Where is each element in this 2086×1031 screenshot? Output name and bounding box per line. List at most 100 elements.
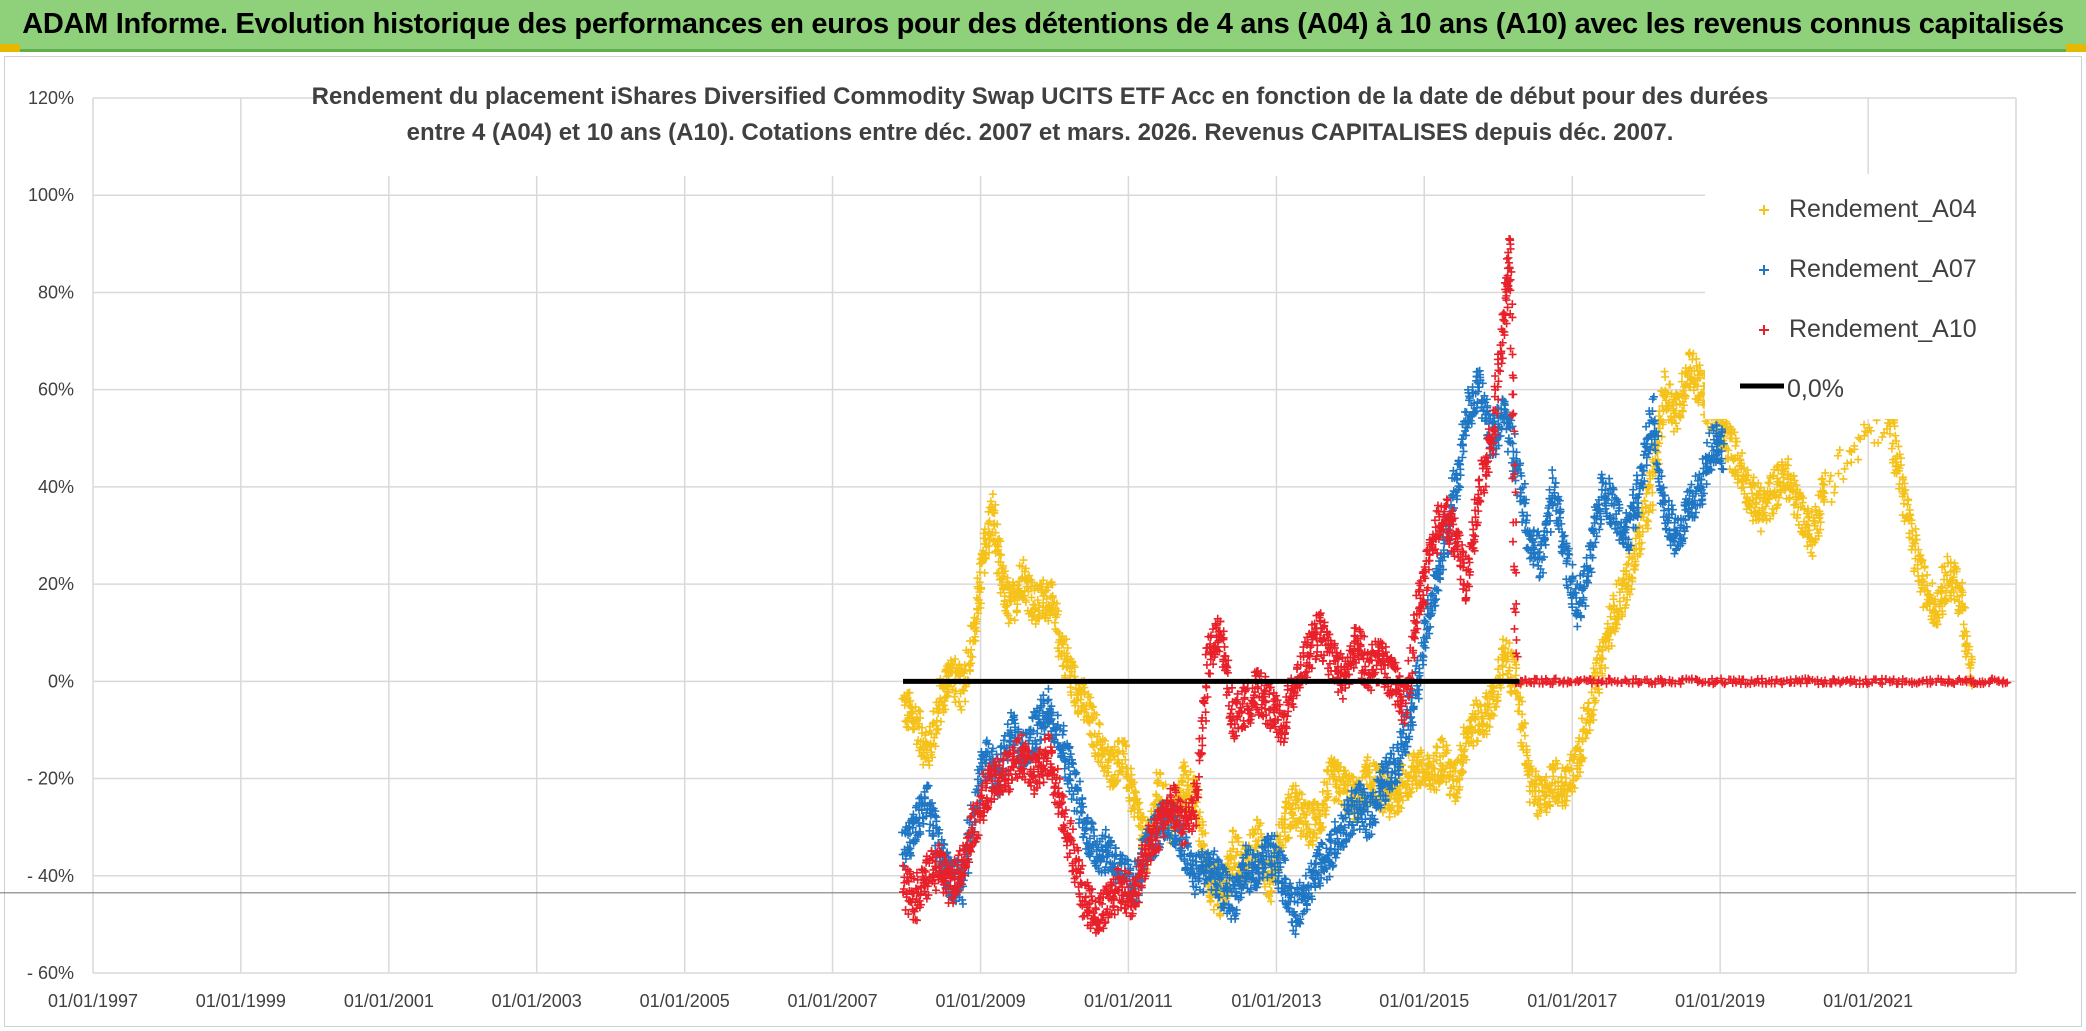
data-point bbox=[1256, 819, 1265, 828]
data-point bbox=[1331, 853, 1340, 862]
data-point bbox=[1331, 780, 1340, 789]
data-point bbox=[1253, 825, 1262, 834]
data-point bbox=[1013, 581, 1022, 590]
data-point bbox=[1731, 441, 1740, 450]
data-point bbox=[936, 694, 945, 703]
data-point bbox=[1234, 833, 1243, 842]
data-point bbox=[1280, 828, 1289, 837]
data-point bbox=[993, 520, 1002, 529]
data-point bbox=[942, 687, 951, 696]
data-point bbox=[1294, 795, 1303, 804]
data-point bbox=[990, 509, 999, 518]
data-point bbox=[999, 561, 1008, 570]
x-tick-label: 01/01/2017 bbox=[1527, 991, 1617, 1011]
data-point bbox=[1030, 605, 1039, 614]
data-point bbox=[1072, 768, 1081, 777]
data-point bbox=[1261, 882, 1270, 891]
data-point bbox=[1520, 731, 1529, 740]
data-point bbox=[1127, 770, 1136, 779]
data-point bbox=[944, 688, 953, 697]
data-point bbox=[1088, 703, 1097, 712]
data-point bbox=[1341, 766, 1350, 775]
data-point bbox=[1039, 576, 1048, 585]
data-point bbox=[1291, 781, 1300, 790]
data-point bbox=[1363, 753, 1372, 762]
data-point bbox=[1019, 556, 1028, 565]
data-point bbox=[946, 656, 955, 665]
data-point bbox=[1315, 819, 1324, 828]
data-point bbox=[1109, 752, 1118, 761]
data-point bbox=[1041, 587, 1050, 596]
data-point bbox=[922, 728, 931, 737]
data-point bbox=[1153, 779, 1162, 788]
data-point bbox=[1407, 787, 1416, 796]
data-point bbox=[1094, 729, 1103, 738]
data-point bbox=[1562, 796, 1571, 805]
data-point bbox=[1297, 790, 1306, 799]
data-point bbox=[1833, 451, 1842, 460]
x-tick-label: 01/01/2007 bbox=[788, 991, 878, 1011]
data-point bbox=[1288, 805, 1297, 814]
data-point bbox=[1317, 838, 1326, 847]
data-point bbox=[1594, 685, 1603, 694]
data-point bbox=[1048, 591, 1057, 600]
data-point bbox=[971, 632, 980, 641]
data-point bbox=[1845, 446, 1854, 455]
data-point bbox=[1134, 821, 1143, 830]
data-point bbox=[1182, 770, 1191, 779]
banner-corner-left bbox=[0, 44, 20, 52]
y-tick-label: 0% bbox=[48, 671, 74, 691]
data-point bbox=[1309, 799, 1318, 808]
data-point bbox=[1385, 812, 1394, 821]
data-point bbox=[1878, 433, 1887, 441]
data-point bbox=[1075, 685, 1084, 694]
data-point bbox=[968, 652, 977, 661]
data-point bbox=[1318, 823, 1327, 832]
data-point bbox=[939, 684, 948, 693]
x-tick-label: 01/01/2009 bbox=[936, 991, 1026, 1011]
data-point bbox=[1756, 527, 1765, 536]
data-point bbox=[1113, 776, 1122, 785]
data-point bbox=[996, 537, 1005, 546]
data-point bbox=[1825, 477, 1834, 486]
x-tick-label: 01/01/2019 bbox=[1675, 991, 1765, 1011]
data-point bbox=[1292, 823, 1301, 832]
data-point bbox=[1116, 766, 1125, 775]
data-point bbox=[1835, 446, 1844, 455]
data-point bbox=[996, 551, 1005, 560]
data-point bbox=[1322, 803, 1331, 812]
data-point bbox=[1229, 844, 1238, 853]
data-point bbox=[1104, 768, 1113, 777]
data-point bbox=[1054, 607, 1063, 616]
data-point bbox=[1008, 578, 1017, 587]
data-point bbox=[1028, 578, 1037, 587]
x-tick-label: 01/01/2015 bbox=[1379, 991, 1469, 1011]
data-point bbox=[1830, 482, 1839, 491]
data-point bbox=[1185, 790, 1194, 799]
data-point bbox=[1118, 759, 1127, 768]
data-point bbox=[1092, 710, 1101, 719]
data-point bbox=[1403, 777, 1412, 786]
data-point bbox=[950, 692, 959, 701]
data-point bbox=[1854, 433, 1863, 442]
data-point bbox=[916, 707, 925, 716]
x-tick-label: 01/01/2011 bbox=[1084, 991, 1173, 1011]
y-tick-label: 60% bbox=[38, 380, 74, 400]
y-tick-label: 40% bbox=[38, 477, 74, 497]
data-point bbox=[1432, 742, 1441, 751]
data-point bbox=[1110, 742, 1119, 751]
data-point bbox=[1267, 887, 1276, 896]
data-point bbox=[1062, 635, 1071, 644]
data-point bbox=[1421, 643, 1430, 652]
data-point bbox=[1195, 808, 1204, 817]
data-point bbox=[914, 706, 923, 715]
data-point bbox=[1181, 791, 1190, 800]
data-point bbox=[966, 659, 975, 668]
data-point bbox=[994, 542, 1003, 551]
data-point bbox=[1661, 372, 1670, 381]
data-point bbox=[1017, 574, 1026, 583]
y-tick-label: 20% bbox=[38, 574, 74, 594]
data-point bbox=[972, 617, 981, 626]
data-point bbox=[980, 525, 989, 534]
data-point bbox=[1027, 593, 1036, 602]
